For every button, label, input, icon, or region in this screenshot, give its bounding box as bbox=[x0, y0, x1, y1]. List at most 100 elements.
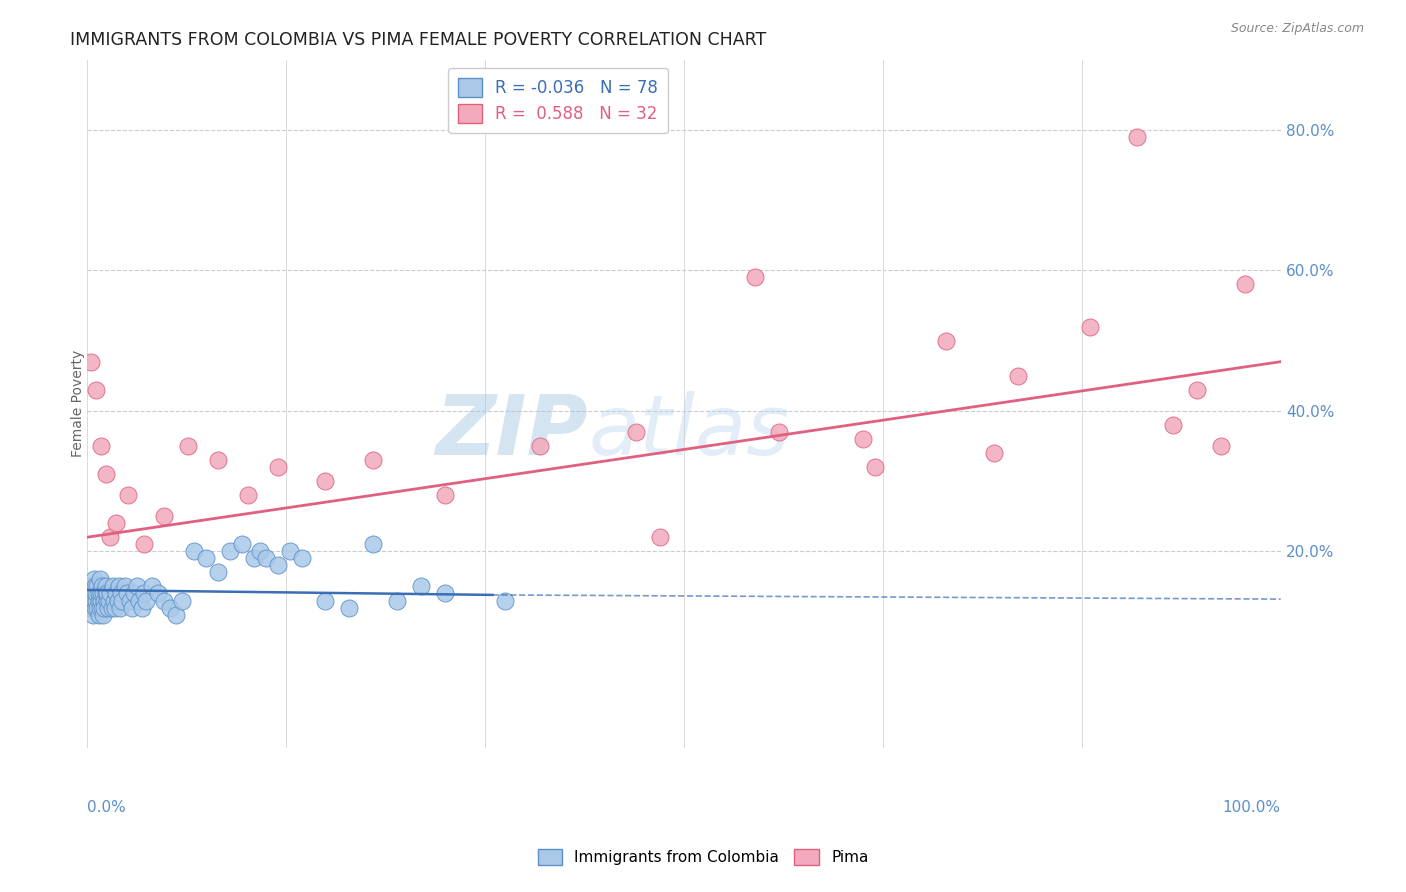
Point bbox=[125, 579, 148, 593]
Text: 0.0%: 0.0% bbox=[87, 800, 125, 814]
Point bbox=[94, 586, 117, 600]
Point bbox=[89, 573, 111, 587]
Point bbox=[385, 593, 408, 607]
Point bbox=[118, 593, 141, 607]
Point bbox=[1126, 129, 1149, 144]
Point bbox=[124, 586, 146, 600]
Point bbox=[91, 600, 114, 615]
Text: IMMIGRANTS FROM COLOMBIA VS PIMA FEMALE POVERTY CORRELATION CHART: IMMIGRANTS FROM COLOMBIA VS PIMA FEMALE … bbox=[70, 31, 766, 49]
Legend: R = -0.036   N = 78, R =  0.588   N = 32: R = -0.036 N = 78, R = 0.588 N = 32 bbox=[449, 68, 668, 133]
Point bbox=[87, 593, 110, 607]
Point bbox=[115, 586, 138, 600]
Point bbox=[87, 607, 110, 622]
Point bbox=[91, 586, 114, 600]
Point bbox=[96, 593, 118, 607]
Point bbox=[93, 593, 115, 607]
Point bbox=[852, 432, 875, 446]
Point bbox=[266, 460, 288, 475]
Text: 100.0%: 100.0% bbox=[1223, 800, 1281, 814]
Point bbox=[100, 530, 122, 544]
Point bbox=[1209, 439, 1232, 453]
Point bbox=[100, 600, 122, 615]
Point bbox=[96, 586, 118, 600]
Point bbox=[108, 579, 131, 593]
Point bbox=[80, 354, 103, 368]
Point bbox=[79, 593, 101, 607]
Point bbox=[314, 593, 336, 607]
Point bbox=[108, 600, 131, 615]
Point bbox=[361, 453, 384, 467]
Point bbox=[153, 509, 176, 524]
Point bbox=[132, 537, 155, 551]
Point bbox=[1233, 277, 1256, 292]
Point bbox=[409, 579, 432, 593]
Point bbox=[132, 586, 155, 600]
Point bbox=[177, 439, 200, 453]
Text: ZIP: ZIP bbox=[436, 391, 588, 472]
Point bbox=[84, 593, 107, 607]
Point bbox=[84, 600, 107, 615]
Point bbox=[624, 425, 647, 439]
Y-axis label: Female Poverty: Female Poverty bbox=[72, 351, 86, 458]
Point bbox=[195, 551, 218, 566]
Point bbox=[863, 460, 886, 475]
Point bbox=[110, 586, 132, 600]
Point bbox=[84, 383, 107, 397]
Point bbox=[89, 600, 111, 615]
Point bbox=[114, 579, 136, 593]
Point bbox=[648, 530, 671, 544]
Point bbox=[236, 488, 259, 502]
Point bbox=[1161, 417, 1184, 432]
Point bbox=[207, 453, 229, 467]
Point bbox=[80, 600, 103, 615]
Point bbox=[207, 566, 229, 580]
Point bbox=[97, 600, 120, 615]
Point bbox=[153, 593, 176, 607]
Point bbox=[90, 439, 112, 453]
Point bbox=[249, 544, 271, 558]
Point bbox=[86, 600, 108, 615]
Point bbox=[172, 593, 194, 607]
Point bbox=[91, 579, 114, 593]
Point bbox=[104, 600, 127, 615]
Point bbox=[90, 593, 112, 607]
Point bbox=[165, 607, 187, 622]
Point bbox=[80, 579, 103, 593]
Point bbox=[84, 586, 107, 600]
Point bbox=[433, 586, 456, 600]
Point bbox=[1078, 319, 1101, 334]
Point bbox=[101, 579, 124, 593]
Point bbox=[84, 579, 107, 593]
Point bbox=[87, 586, 110, 600]
Point bbox=[100, 586, 122, 600]
Legend: Immigrants from Colombia, Pima: Immigrants from Colombia, Pima bbox=[531, 843, 875, 871]
Point bbox=[111, 593, 134, 607]
Point bbox=[159, 600, 181, 615]
Text: atlas: atlas bbox=[588, 391, 790, 472]
Point bbox=[494, 593, 516, 607]
Point bbox=[935, 334, 957, 348]
Point bbox=[91, 607, 114, 622]
Point bbox=[94, 467, 117, 481]
Point bbox=[433, 488, 456, 502]
Point bbox=[121, 600, 143, 615]
Point bbox=[768, 425, 790, 439]
Point bbox=[94, 579, 117, 593]
Point bbox=[82, 607, 104, 622]
Point bbox=[231, 537, 253, 551]
Point bbox=[242, 551, 264, 566]
Point bbox=[83, 573, 105, 587]
Point bbox=[314, 474, 336, 488]
Point bbox=[128, 593, 150, 607]
Point bbox=[290, 551, 312, 566]
Point bbox=[218, 544, 240, 558]
Point bbox=[117, 488, 139, 502]
Point bbox=[83, 593, 105, 607]
Point bbox=[90, 586, 112, 600]
Point bbox=[103, 593, 125, 607]
Point bbox=[107, 593, 129, 607]
Point bbox=[131, 600, 153, 615]
Text: Source: ZipAtlas.com: Source: ZipAtlas.com bbox=[1230, 22, 1364, 36]
Point bbox=[744, 270, 766, 285]
Point bbox=[266, 558, 288, 573]
